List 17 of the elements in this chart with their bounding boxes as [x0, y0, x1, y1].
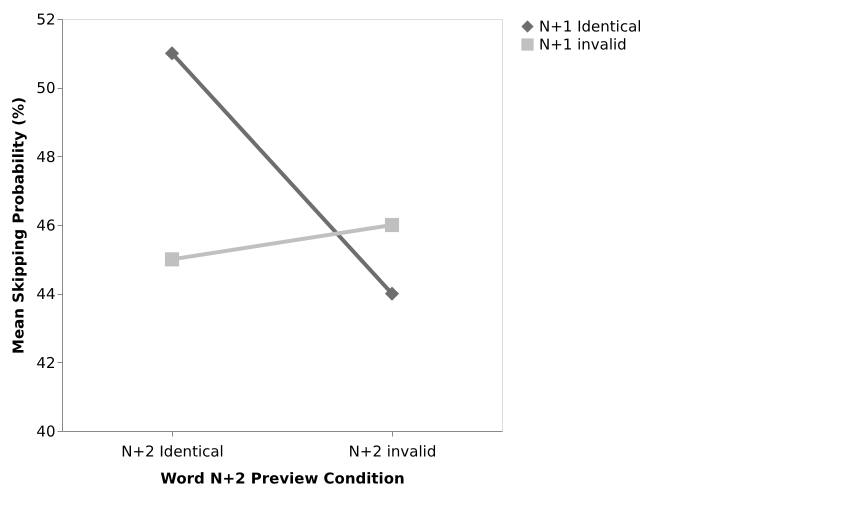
y-tick-label: 40	[36, 422, 56, 440]
y-tick-label: 46	[36, 216, 56, 234]
y-axis-title: Mean Skipping Probability (%)	[9, 97, 28, 354]
y-tick-label: 50	[36, 79, 56, 98]
legend-label: N+1 invalid	[539, 36, 627, 54]
x-axis-title: Word N+2 Preview Condition	[160, 470, 405, 488]
point	[384, 218, 400, 232]
x-tick-label: N+2 invalid	[348, 442, 436, 460]
x-tick-label: N+2 Identical	[121, 442, 224, 460]
point	[164, 252, 180, 266]
point	[384, 286, 400, 301]
point	[164, 46, 180, 60]
y-tick-label: 42	[36, 354, 56, 372]
y-tick-label: 44	[36, 285, 56, 304]
legend-label: N+1 Identical	[539, 18, 642, 36]
y-tick-label: 52	[36, 10, 56, 28]
y-tick-label: 48	[36, 148, 56, 166]
